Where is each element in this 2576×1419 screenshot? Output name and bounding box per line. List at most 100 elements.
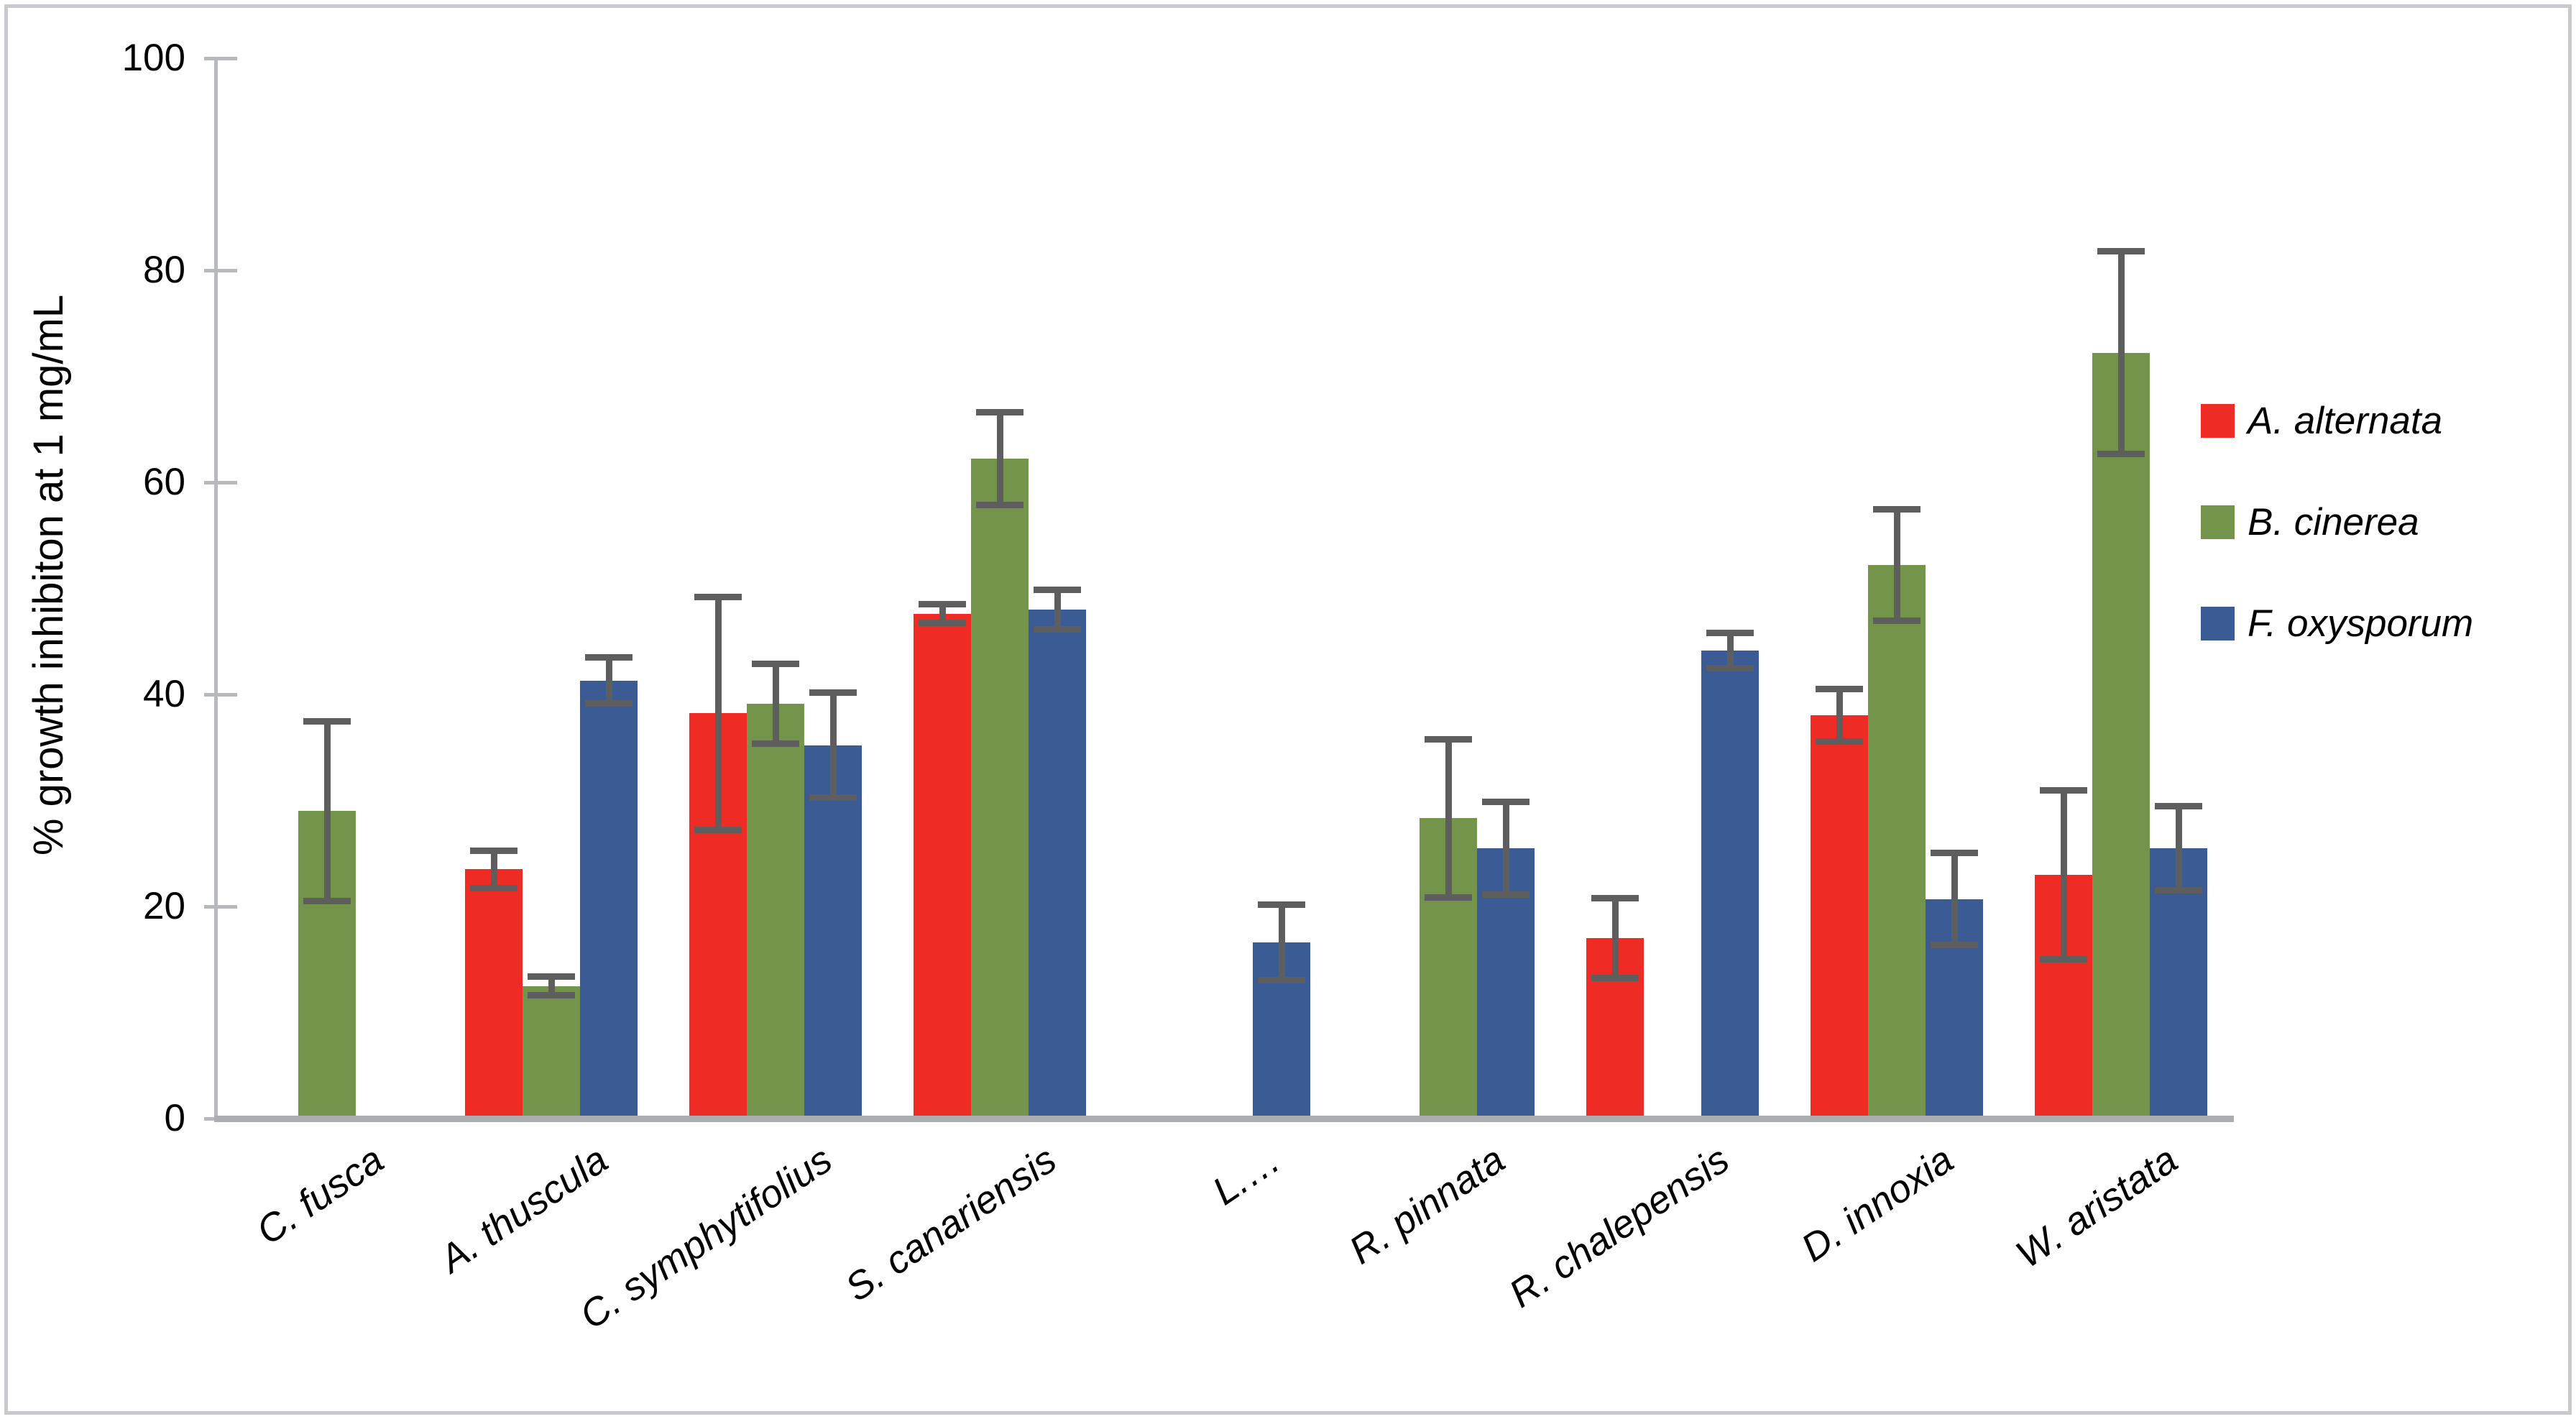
error-bar-aalternata-6 bbox=[1611, 898, 1619, 979]
legend-item: A. alternata bbox=[2201, 399, 2442, 442]
bar-aalternata-3 bbox=[914, 613, 971, 1119]
bar-foxysporum-1 bbox=[580, 680, 638, 1119]
error-bar-bcinerea-3 bbox=[996, 412, 1003, 506]
error-bar-aalternata-6 bbox=[1591, 895, 1639, 902]
error-bar-bcinerea-2 bbox=[752, 661, 799, 667]
y-tick-label: 40 bbox=[143, 672, 185, 715]
bar-aalternata-7 bbox=[1811, 715, 1868, 1119]
error-bar-foxysporum-5 bbox=[1482, 798, 1530, 805]
bar-bcinerea-1 bbox=[523, 986, 580, 1119]
y-tick-mark bbox=[204, 268, 237, 272]
error-bar-bcinerea-0 bbox=[303, 717, 351, 725]
bar-foxysporum-6 bbox=[1701, 651, 1759, 1119]
legend-label: F. oxysporum bbox=[2248, 602, 2474, 645]
error-bar-aalternata-6 bbox=[1591, 975, 1639, 982]
error-bar-bcinerea-8 bbox=[2117, 251, 2125, 455]
error-bar-foxysporum-1 bbox=[605, 657, 612, 704]
error-bar-foxysporum-4 bbox=[1258, 977, 1305, 984]
error-bar-aalternata-3 bbox=[919, 619, 966, 626]
bar-bcinerea-3 bbox=[971, 459, 1029, 1119]
error-bar-foxysporum-6 bbox=[1706, 665, 1754, 672]
legend-swatch-red bbox=[2201, 403, 2235, 438]
error-bar-foxysporum-3 bbox=[1034, 586, 1081, 593]
error-bar-foxysporum-3 bbox=[1034, 625, 1081, 633]
error-bar-foxysporum-2 bbox=[809, 794, 857, 802]
error-bar-aalternata-7 bbox=[1816, 686, 1863, 693]
bar-bcinerea-7 bbox=[1868, 564, 1926, 1119]
error-bar-bcinerea-0 bbox=[323, 720, 331, 901]
y-tick-mark bbox=[204, 56, 237, 60]
error-bar-aalternata-1 bbox=[470, 884, 518, 891]
y-tick-mark bbox=[204, 480, 237, 485]
error-bar-foxysporum-2 bbox=[809, 689, 857, 696]
y-axis-line bbox=[214, 58, 218, 1119]
error-bar-bcinerea-5 bbox=[1425, 735, 1472, 743]
error-bar-bcinerea-5 bbox=[1445, 738, 1452, 899]
error-bar-bcinerea-1 bbox=[528, 973, 575, 981]
error-bar-aalternata-2 bbox=[694, 826, 742, 833]
error-bar-foxysporum-1 bbox=[585, 700, 632, 707]
error-bar-aalternata-1 bbox=[470, 847, 518, 854]
y-tick-label: 80 bbox=[143, 248, 185, 291]
error-bar-aalternata-1 bbox=[490, 850, 497, 888]
error-bar-bcinerea-7 bbox=[1873, 617, 1920, 624]
legend-swatch-green bbox=[2201, 505, 2235, 539]
error-bar-bcinerea-7 bbox=[1873, 505, 1920, 513]
error-bar-foxysporum-3 bbox=[1054, 589, 1061, 630]
error-bar-bcinerea-3 bbox=[976, 502, 1024, 509]
error-bar-aalternata-7 bbox=[1816, 738, 1863, 745]
error-bar-bcinerea-0 bbox=[303, 897, 351, 904]
legend-item: F. oxysporum bbox=[2201, 602, 2473, 645]
error-bar-foxysporum-4 bbox=[1278, 904, 1285, 981]
error-bar-foxysporum-5 bbox=[1482, 891, 1530, 898]
bar-foxysporum-3 bbox=[1029, 609, 1086, 1119]
error-bar-aalternata-2 bbox=[694, 594, 742, 601]
legend-swatch-blue bbox=[2201, 606, 2235, 640]
legend-label: A. alternata bbox=[2248, 399, 2443, 442]
error-bar-bcinerea-8 bbox=[2097, 248, 2145, 255]
error-bar-foxysporum-8 bbox=[2155, 886, 2202, 894]
error-bar-foxysporum-6 bbox=[1726, 633, 1734, 669]
error-bar-foxysporum-4 bbox=[1258, 901, 1305, 908]
error-bar-foxysporum-7 bbox=[1951, 852, 1958, 946]
error-bar-foxysporum-8 bbox=[2175, 805, 2182, 891]
error-bar-bcinerea-5 bbox=[1425, 894, 1472, 901]
error-bar-aalternata-8 bbox=[2040, 955, 2087, 963]
y-tick-mark bbox=[204, 904, 237, 909]
error-bar-foxysporum-8 bbox=[2155, 802, 2202, 809]
error-bar-aalternata-7 bbox=[1836, 689, 1843, 743]
chart-frame-border bbox=[4, 4, 2572, 1415]
error-bar-bcinerea-8 bbox=[2097, 451, 2145, 458]
x-axis-line bbox=[214, 1116, 2234, 1122]
bar-foxysporum-2 bbox=[804, 745, 862, 1119]
error-bar-foxysporum-7 bbox=[1931, 942, 1978, 949]
bar-aalternata-1 bbox=[465, 869, 523, 1119]
y-tick-label: 0 bbox=[164, 1097, 185, 1139]
error-bar-foxysporum-6 bbox=[1706, 630, 1754, 637]
legend-label: B. cinerea bbox=[2248, 500, 2419, 543]
error-bar-aalternata-3 bbox=[919, 601, 966, 608]
y-tick-label: 100 bbox=[121, 36, 185, 79]
error-bar-bcinerea-2 bbox=[752, 740, 799, 748]
error-bar-aalternata-2 bbox=[714, 597, 722, 830]
y-tick-label: 60 bbox=[143, 460, 185, 503]
error-bar-aalternata-8 bbox=[2040, 786, 2087, 794]
legend-item: B. cinerea bbox=[2201, 500, 2419, 543]
error-bar-foxysporum-5 bbox=[1502, 801, 1509, 895]
error-bar-foxysporum-2 bbox=[829, 692, 837, 799]
error-bar-foxysporum-7 bbox=[1931, 849, 1978, 856]
error-bar-foxysporum-1 bbox=[585, 654, 632, 661]
error-bar-aalternata-3 bbox=[939, 604, 946, 623]
bar-bcinerea-8 bbox=[2092, 352, 2150, 1119]
y-tick-label: 20 bbox=[143, 884, 185, 927]
error-bar-bcinerea-3 bbox=[976, 409, 1024, 416]
error-bar-bcinerea-1 bbox=[528, 991, 575, 998]
error-bar-bcinerea-7 bbox=[1893, 508, 1900, 621]
bar-bcinerea-2 bbox=[747, 704, 804, 1119]
y-axis-title: % growth inhibiton at 1 mg/mL bbox=[25, 294, 72, 856]
error-bar-bcinerea-1 bbox=[548, 976, 555, 996]
error-bar-aalternata-8 bbox=[2060, 789, 2067, 960]
error-bar-bcinerea-2 bbox=[772, 663, 779, 745]
y-tick-mark bbox=[204, 692, 237, 697]
